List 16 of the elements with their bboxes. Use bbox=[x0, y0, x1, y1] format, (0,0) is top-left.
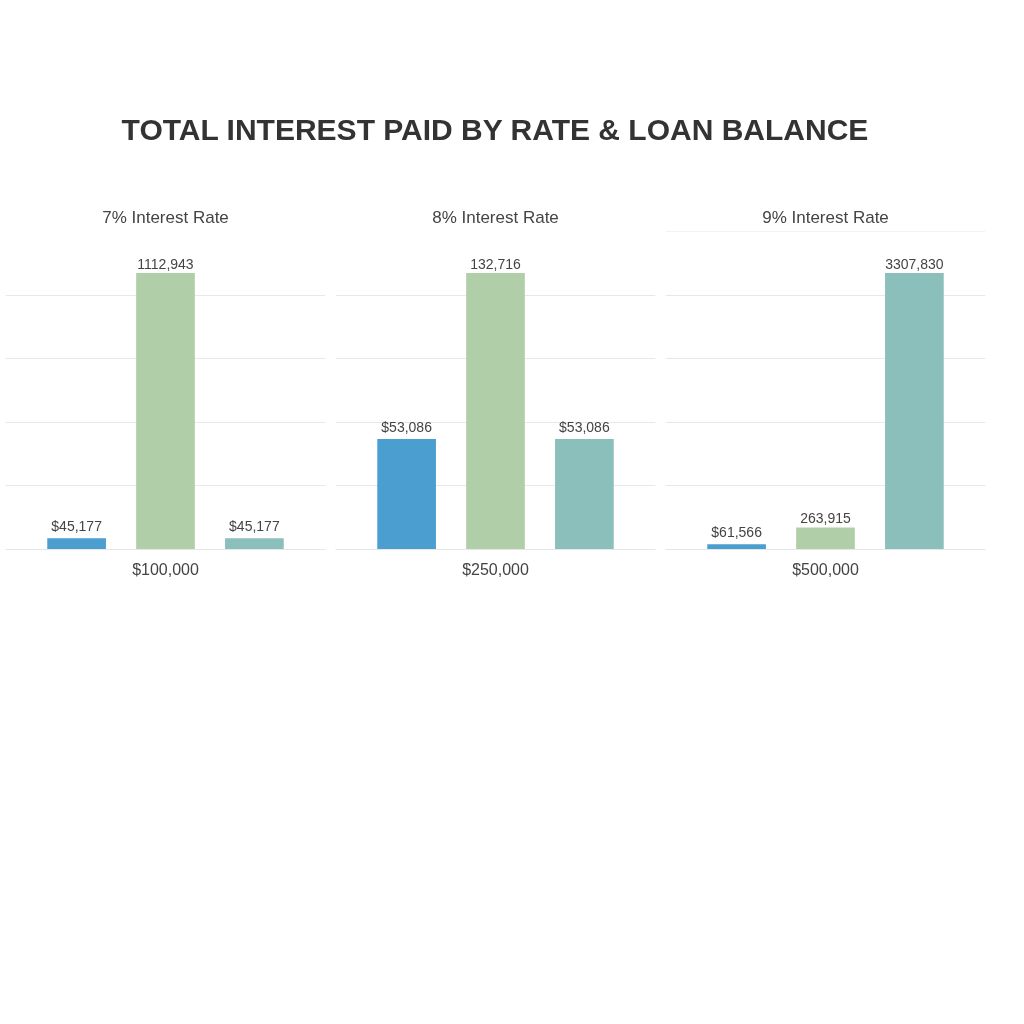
x-axis-title: $500,000 bbox=[792, 560, 859, 578]
data-label: $53,086 bbox=[381, 418, 433, 435]
data-label: $45,177 bbox=[51, 518, 103, 535]
data-label: 3307,830 bbox=[885, 255, 944, 272]
data-label: 263,915 bbox=[800, 510, 852, 527]
chart-subtitle: 7% Interest Rate bbox=[102, 207, 229, 227]
chart-subtitle: 8% Interest Rate bbox=[432, 207, 559, 227]
data-label: $53,086 bbox=[559, 418, 610, 435]
data-label: $61,566 bbox=[711, 524, 763, 541]
chart-subtitle: 9% Interest Rate bbox=[762, 207, 889, 227]
x-axis-title: $250,000 bbox=[462, 560, 529, 578]
data-label: 132,716 bbox=[470, 255, 522, 272]
text: TOTAL INTEREST PAID BY RATE & LOAN BALANCE bbox=[121, 112, 869, 146]
data-label: 1112,943 bbox=[137, 255, 194, 272]
x-axis-title: $100,000 bbox=[132, 560, 199, 578]
data-label: $45,177 bbox=[229, 518, 280, 535]
